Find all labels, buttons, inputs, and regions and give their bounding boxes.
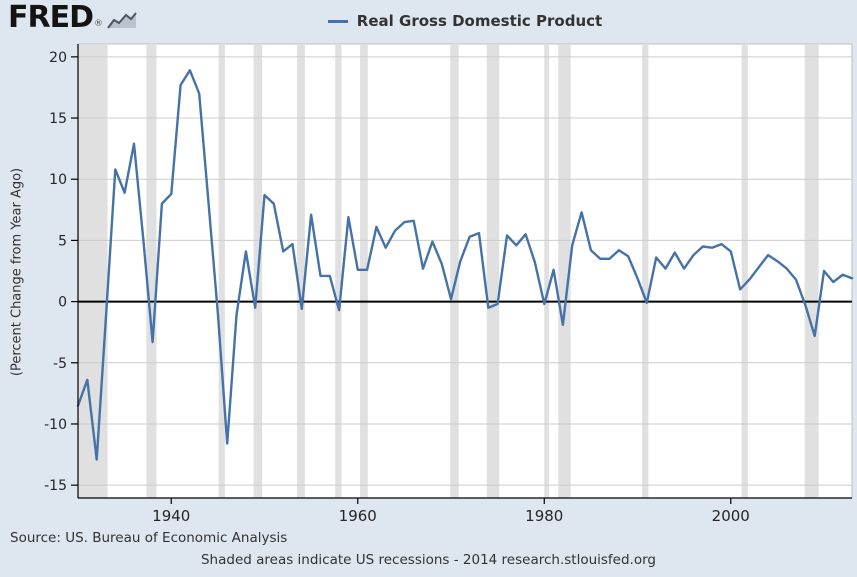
fred-sparkline-icon bbox=[107, 10, 137, 34]
gdp-chart: 20 15 10 5 0 -5 -10 -15 1940 1960 1980 2000 bbox=[44, 43, 854, 525]
fred-logo: FRED ® bbox=[8, 3, 137, 34]
x-tick-label: 1940 bbox=[152, 507, 190, 525]
x-tick-label: 1980 bbox=[525, 507, 563, 525]
recession-note: Shaded areas indicate US recessions - 20… bbox=[200, 552, 656, 568]
x-tick-label: 2000 bbox=[712, 507, 750, 525]
legend-line-swatch bbox=[327, 19, 348, 23]
y-tick-label: 10 bbox=[49, 172, 67, 188]
recession-band bbox=[642, 44, 649, 498]
legend: Real Gross Domestic Product bbox=[78, 12, 852, 30]
gdp-line bbox=[76, 69, 854, 461]
y-tick-label: -10 bbox=[44, 417, 67, 433]
source-text: Source: US. Bureau of Economic Analysis bbox=[10, 530, 288, 546]
recession-band bbox=[486, 44, 500, 498]
y-tick-label: -15 bbox=[44, 478, 67, 494]
registered-mark: ® bbox=[94, 19, 103, 29]
x-tick-label: 1960 bbox=[339, 507, 377, 525]
recession-band bbox=[450, 44, 459, 498]
recession-band bbox=[297, 44, 305, 498]
plot-area bbox=[77, 43, 853, 499]
recession-band bbox=[218, 44, 225, 498]
fred-logo-text: FRED bbox=[8, 0, 94, 35]
y-tick-label: 5 bbox=[58, 233, 67, 249]
recession-band bbox=[544, 44, 549, 498]
y-tick-label: -5 bbox=[53, 356, 67, 372]
recession-band bbox=[558, 44, 571, 498]
legend-label: Real Gross Domestic Product bbox=[356, 12, 603, 30]
y-tick-label: 20 bbox=[49, 50, 67, 66]
y-tick-label: 0 bbox=[58, 295, 67, 311]
y-tick-label: 15 bbox=[49, 111, 67, 127]
recession-band bbox=[335, 44, 342, 498]
recession-band bbox=[146, 44, 157, 498]
recession-band bbox=[741, 44, 748, 498]
recession-band bbox=[804, 44, 819, 498]
